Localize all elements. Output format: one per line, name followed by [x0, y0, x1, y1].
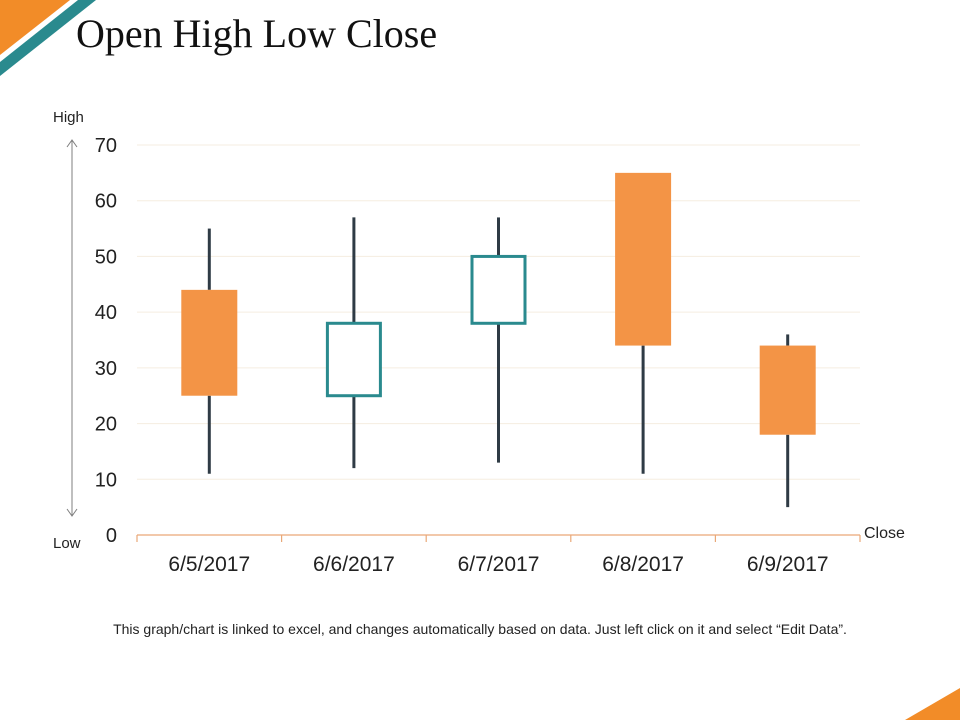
x-tick-label: 6/6/2017 — [313, 553, 395, 576]
x-tick-label: 6/8/2017 — [602, 553, 684, 576]
x-tick-label: 6/7/2017 — [458, 553, 540, 576]
candle-body-up — [470, 254, 527, 325]
corner-orange-shape — [0, 0, 70, 55]
y-tick-label: 50 — [95, 246, 117, 268]
y-arrow-head-down — [66, 508, 78, 517]
y-tick-label: 40 — [95, 302, 117, 324]
y-tick-label: 60 — [95, 191, 117, 213]
y-tick-label: 20 — [95, 414, 117, 436]
x-tick-label: 6/9/2017 — [747, 553, 829, 576]
slide-title: Open High Low Close — [76, 11, 438, 56]
candle-body-down — [615, 172, 672, 346]
corner-orange-shape-bottom — [905, 688, 960, 720]
x-end-label: Close — [864, 525, 905, 542]
chart-footnote: This graph/chart is linked to excel, and… — [113, 621, 847, 637]
candle-body-down — [759, 345, 816, 435]
candle-body-down — [181, 289, 238, 396]
y-arrow-top-label: High — [53, 109, 84, 126]
y-tick-label: 10 — [95, 469, 117, 491]
x-tick-label: 6/5/2017 — [168, 553, 250, 576]
y-tick-label: 30 — [95, 358, 117, 380]
corner-teal-shape — [0, 0, 96, 76]
y-arrow-head-up — [66, 139, 78, 148]
y-tick-label: 0 — [106, 525, 117, 547]
y-tick-label: 70 — [95, 135, 117, 157]
candle-body-up — [325, 321, 382, 398]
y-arrow-bottom-label: Low — [53, 535, 81, 552]
